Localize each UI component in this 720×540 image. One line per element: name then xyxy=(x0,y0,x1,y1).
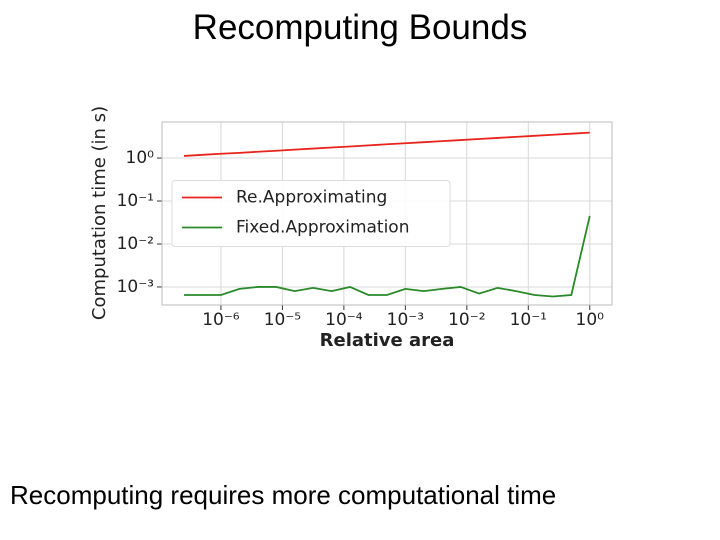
x-tick-label: 10⁰ xyxy=(576,310,605,330)
series-line xyxy=(183,131,590,157)
x-tick-label: 10⁻⁵ xyxy=(264,310,301,330)
x-tick-label: 10⁻² xyxy=(448,310,485,330)
y-tick-label: 10⁻¹ xyxy=(117,191,154,211)
x-tick-label: 10⁻⁶ xyxy=(202,310,240,330)
y-tick-label: 10⁰ xyxy=(126,148,155,168)
y-tick-label: 10⁻³ xyxy=(117,277,154,297)
x-axis-label: Relative area xyxy=(320,330,455,351)
legend-label: Re.Approximating xyxy=(236,188,387,208)
legend-label: Fixed.Approximation xyxy=(236,218,410,238)
plot-frame xyxy=(161,121,613,306)
x-tick-label: 10⁻³ xyxy=(387,310,424,330)
x-tick-label: 10⁻¹ xyxy=(510,310,547,330)
slide-title: Recomputing Bounds xyxy=(192,8,528,47)
caption: Recomputing requires more computational … xyxy=(10,480,557,510)
legend-box xyxy=(171,180,451,247)
y-tick-label: 10⁻² xyxy=(117,234,154,254)
y-axis-label: Computation time (in s) xyxy=(89,106,110,320)
x-tick-label: 10⁻⁴ xyxy=(325,310,363,330)
series-line xyxy=(184,215,591,298)
